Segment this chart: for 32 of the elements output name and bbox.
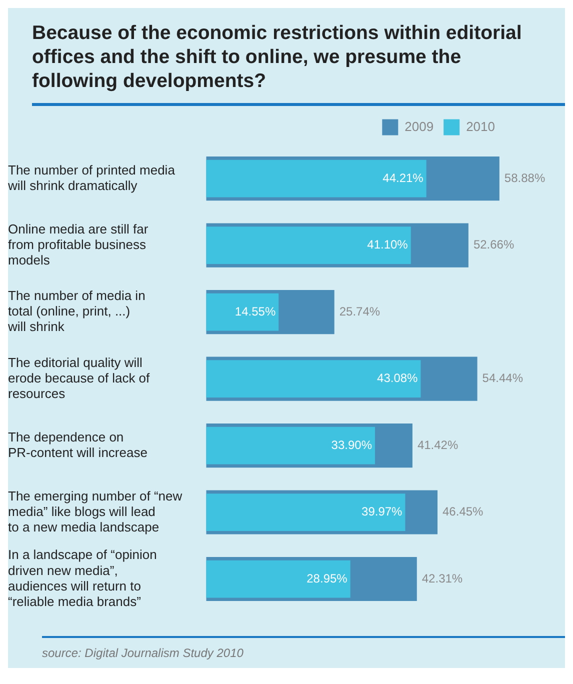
data-label: 28.95% — [306, 572, 348, 586]
bar — [206, 427, 375, 465]
y-tick-label: The editorial quality will erode because of lack of resources — [8, 355, 150, 402]
legend-label: 2009 — [404, 119, 434, 134]
bar — [206, 226, 411, 264]
data-label: 41.42% — [417, 438, 458, 452]
bar — [206, 360, 421, 398]
data-label: 41.10% — [367, 238, 408, 252]
data-label: 25.74% — [339, 304, 380, 319]
bar — [206, 560, 350, 598]
data-label: 54.44% — [482, 371, 524, 386]
data-label: 42.31% — [422, 572, 463, 586]
y-tick-label: The number of printed media will shrink dramatically — [7, 162, 176, 194]
y-tick-label: The emerging number of “new media” like blogs will lead to a new media landscape — [8, 488, 183, 535]
data-label: 46.45% — [442, 504, 484, 519]
y-tick-label: The number of media in total (online, print, ...) will shrink — [7, 288, 146, 335]
y-tick-label: Online media are still far from profitable business models — [8, 222, 149, 268]
data-label: 43.08% — [377, 371, 418, 386]
data-label: 39.97% — [362, 504, 403, 519]
bar — [206, 294, 279, 332]
bar — [206, 494, 406, 532]
source-note: source: Digital Journalism Study 2010 — [41, 645, 244, 662]
chart-title: Because of the economic restrictions within editorial offices and the shift to online, we presume the following developments? — [31, 21, 523, 94]
bar — [206, 160, 426, 198]
data-label: 14.55% — [234, 304, 276, 319]
data-label: 44.21% — [382, 171, 424, 186]
data-label: 33.90% — [331, 438, 372, 452]
y-tick-label: In a landscape of “opinion driven new media”, audiences will return to “reliable media brands” — [8, 548, 157, 610]
y-tick-label: The dependence on PR-content will increase — [8, 430, 148, 460]
data-label: 52.66% — [473, 238, 514, 252]
data-label: 58.88% — [504, 171, 546, 186]
legend-label: 2010 — [466, 119, 495, 134]
